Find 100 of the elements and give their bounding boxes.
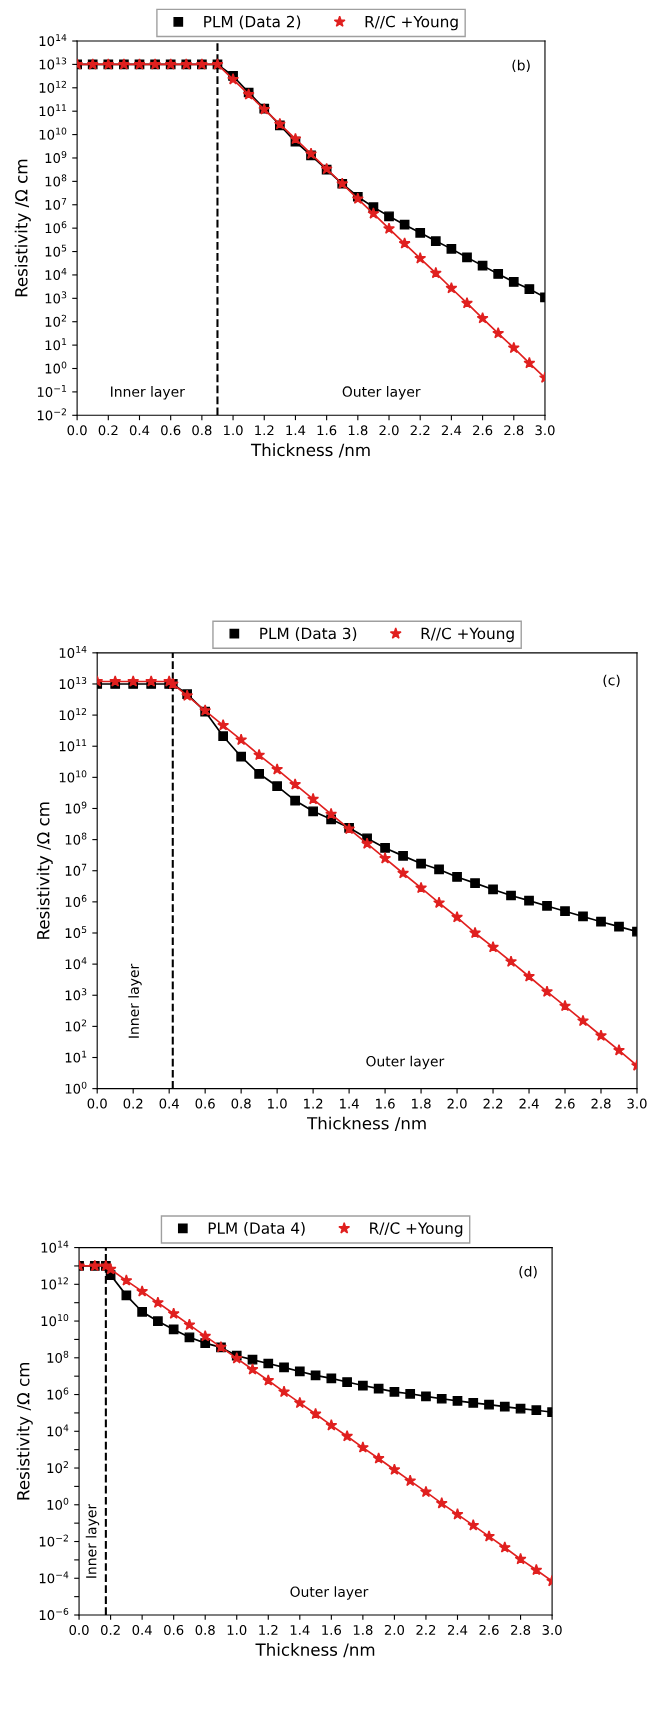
y-tick-label: 10$^{6}$ [47, 1387, 69, 1400]
x-tick-label: 0.2 [123, 1098, 143, 1109]
x-tick-label: 0.4 [159, 1098, 179, 1109]
x-tick-label: 0.0 [87, 1098, 107, 1109]
y-tick-label: 10$^{5}$ [65, 926, 87, 939]
y-tick-label: 10$^{5}$ [45, 244, 67, 257]
y-tick-label: 10$^{6}$ [65, 894, 87, 907]
y-tick-label: 10$^{−6}$ [39, 1608, 69, 1621]
y-tick-label: 10$^{12}$ [59, 708, 87, 721]
y-tick-label: 10$^{0}$ [45, 361, 67, 374]
x-tick-label: 3.0 [627, 1098, 647, 1109]
x-tick-label: 0.8 [195, 1624, 215, 1635]
y-tick-label: 10$^{11}$ [59, 739, 87, 752]
x-tick-label: 1.2 [304, 1098, 323, 1109]
annotation: Inner layer [128, 963, 142, 1038]
x-tick-label: 2.4 [447, 1624, 468, 1635]
y-tick-label: 10$^{14}$ [39, 34, 67, 47]
y-tick-label: 10$^{10}$ [39, 127, 67, 140]
x-axis-title: Thickness /nm [250, 443, 370, 458]
x-tick-label: 2.6 [473, 425, 493, 436]
y-tick-label: 10$^{3}$ [65, 988, 87, 1001]
y-tick-label: 10$^{−2}$ [37, 408, 66, 421]
x-tick-label: 1.0 [227, 1624, 247, 1635]
legend-label: R//C +Young [370, 1222, 463, 1237]
annotation: Inner layer [111, 386, 185, 400]
x-tick-label: 2.2 [416, 1624, 436, 1635]
x-tick-label: 2.6 [479, 1624, 499, 1635]
y-tick-label: 10$^{2}$ [65, 1019, 87, 1032]
y-tick-label: 10$^{2}$ [47, 1461, 68, 1474]
x-tick-label: 0.4 [129, 425, 150, 436]
y-tick-label: 10$^{1}$ [45, 338, 67, 351]
x-tick-label: 2.2 [483, 1098, 503, 1109]
x-tick-label: 1.0 [268, 1098, 287, 1109]
legend-label: R//C +Young [365, 15, 458, 31]
x-tick-label: 2.6 [555, 1098, 575, 1109]
y-tick-label: 10$^{6}$ [45, 221, 67, 234]
y-tick-label: 10$^{8}$ [45, 174, 67, 187]
y-tick-label: 10$^{0}$ [65, 1081, 87, 1094]
annotation: Outer layer [366, 1055, 445, 1070]
x-tick-label: 1.2 [259, 1624, 278, 1635]
y-tick-label: 10$^{9}$ [45, 150, 67, 164]
x-tick-label: 1.0 [224, 425, 243, 436]
y-tick-label: 10$^{10}$ [41, 1314, 69, 1327]
annotation: (d) [519, 1265, 537, 1279]
x-tick-label: 0.4 [132, 1624, 152, 1635]
annotation: (b) [512, 59, 530, 73]
x-tick-label: 2.0 [384, 1624, 405, 1635]
x-tick-label: 1.2 [255, 425, 274, 436]
y-tick-label: 10$^{0}$ [47, 1497, 69, 1510]
y-tick-label: 10$^{14}$ [59, 645, 87, 658]
x-tick-label: 0.6 [195, 1098, 215, 1109]
y-axis-title: Resistivity /Ω cm [36, 802, 53, 939]
x-tick-label: 1.8 [348, 425, 368, 436]
x-tick-label: 0.6 [161, 425, 181, 436]
x-tick-label: 0.2 [100, 1624, 120, 1635]
x-tick-label: 1.6 [317, 425, 337, 436]
x-tick-label: 3.0 [542, 1624, 562, 1635]
x-tick-label: 2.2 [410, 425, 430, 436]
y-axis-title: Resistivity /Ω cm [16, 1362, 33, 1500]
x-tick-label: 2.0 [379, 425, 399, 436]
y-tick-label: 10$^{4}$ [65, 957, 87, 970]
x-tick-label: 0.0 [69, 1624, 89, 1635]
y-tick-label: 10$^{2}$ [45, 314, 67, 327]
x-axis-title: Thickness /nm [307, 1116, 426, 1131]
x-tick-label: 2.0 [447, 1098, 467, 1109]
y-tick-label: 10$^{9}$ [65, 801, 87, 814]
y-tick-label: 10$^{−2}$ [39, 1534, 68, 1547]
y-tick-label: 10$^{12}$ [41, 1277, 68, 1290]
annotation: Outer layer [342, 386, 421, 400]
y-axis-title: Resistivity /Ω cm [14, 159, 31, 297]
y-tick-label: 10$^{13}$ [39, 57, 67, 70]
x-tick-label: 1.4 [286, 425, 306, 436]
legend-label: PLM (Data 2) [204, 15, 301, 30]
annotation: Inner layer [85, 1503, 100, 1578]
x-tick-label: 3.0 [535, 425, 555, 436]
x-tick-label: 1.6 [376, 1098, 395, 1109]
y-tick-label: 10$^{10}$ [59, 770, 87, 783]
y-tick-label: 10$^{3}$ [45, 291, 67, 304]
x-tick-label: 0.6 [164, 1624, 184, 1635]
y-tick-label: 10$^{−4}$ [39, 1571, 69, 1584]
y-tick-label: 10$^{7}$ [65, 863, 87, 876]
y-tick-label: 10$^{4}$ [45, 268, 67, 281]
x-tick-label: 1.8 [412, 1098, 431, 1109]
y-tick-label: 10$^{−1}$ [37, 385, 67, 398]
y-tick-label: 10$^{4}$ [47, 1424, 69, 1437]
x-tick-label: 1.6 [322, 1624, 342, 1635]
y-tick-label: 10$^{8}$ [47, 1350, 69, 1363]
x-tick-label: 0.0 [67, 425, 87, 436]
y-tick-label: 10$^{8}$ [65, 832, 87, 845]
y-tick-label: 10$^{13}$ [59, 676, 87, 690]
x-tick-label: 2.8 [504, 425, 524, 436]
y-tick-label: 10$^{14}$ [41, 1240, 69, 1253]
x-tick-label: 1.4 [340, 1098, 359, 1109]
x-tick-label: 0.8 [231, 1098, 251, 1109]
x-tick-label: 0.8 [192, 425, 212, 436]
legend-label: R//C +Young [421, 627, 514, 643]
y-tick-label: 10$^{11}$ [39, 104, 67, 117]
annotation: Outer layer [290, 1586, 369, 1600]
y-tick-label: 10$^{7}$ [45, 197, 67, 210]
x-axis-title: Thickness /nm [255, 1643, 375, 1658]
